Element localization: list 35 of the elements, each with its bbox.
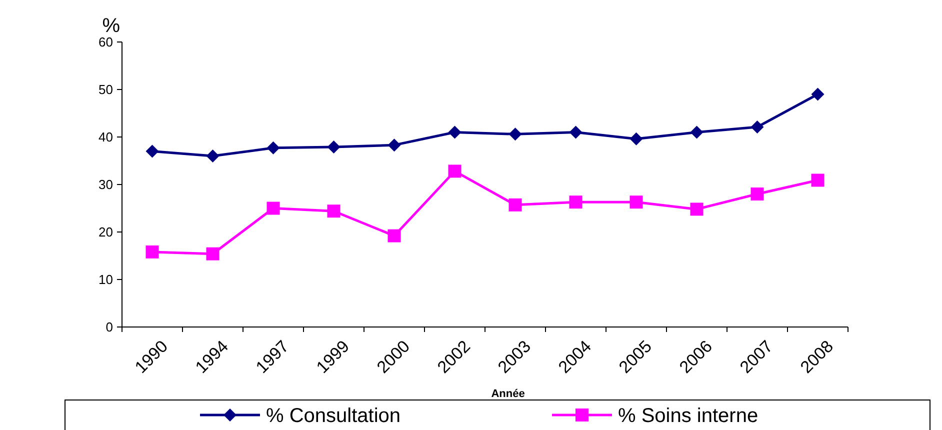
point bbox=[569, 196, 582, 209]
point bbox=[448, 126, 462, 139]
point bbox=[266, 141, 280, 154]
point bbox=[448, 164, 462, 178]
y-tick-label: 10 bbox=[98, 272, 113, 288]
point bbox=[206, 150, 220, 162]
point bbox=[750, 188, 764, 200]
point bbox=[146, 144, 159, 158]
point bbox=[630, 196, 643, 209]
legend-label: % Consultation bbox=[266, 405, 401, 427]
y-axis-title: % bbox=[102, 15, 120, 37]
y-tick-label: 40 bbox=[98, 130, 113, 145]
point bbox=[266, 202, 280, 215]
y-tick-label: 60 bbox=[98, 34, 113, 50]
point bbox=[327, 204, 340, 218]
point bbox=[811, 88, 824, 101]
point bbox=[630, 132, 643, 146]
y-tick-label: 50 bbox=[98, 82, 113, 98]
point bbox=[146, 245, 159, 258]
point bbox=[206, 247, 220, 260]
point bbox=[690, 126, 704, 139]
y-tick-label: 20 bbox=[98, 224, 113, 240]
y-tick-label: 30 bbox=[98, 177, 113, 192]
point bbox=[569, 126, 582, 139]
point bbox=[811, 174, 824, 187]
point bbox=[388, 229, 401, 242]
point bbox=[508, 128, 522, 141]
point bbox=[327, 140, 340, 154]
point bbox=[750, 120, 764, 134]
y-tick-label: 0 bbox=[106, 320, 113, 335]
legend-label: % Soins interne bbox=[618, 405, 758, 427]
point bbox=[508, 198, 522, 212]
point bbox=[690, 202, 704, 216]
x-axis-title: Année bbox=[491, 388, 525, 400]
point bbox=[388, 138, 401, 152]
